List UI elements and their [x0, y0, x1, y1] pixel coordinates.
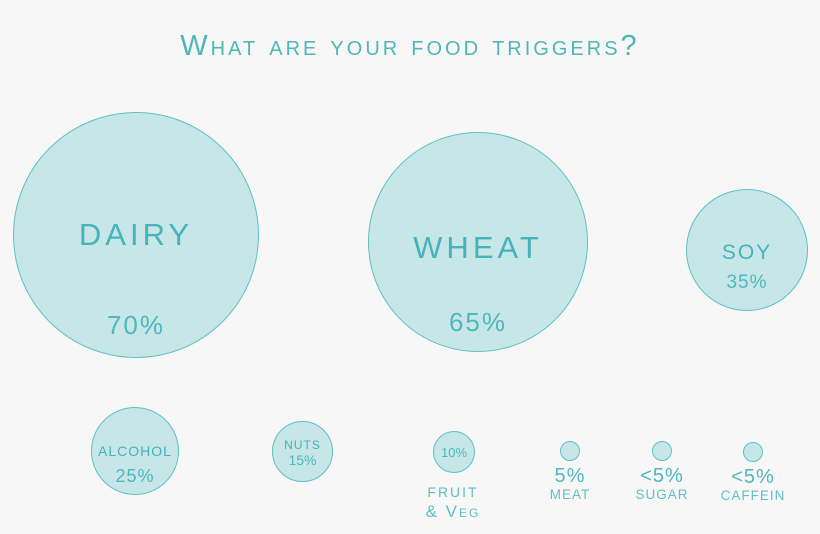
sugar-value: <5%	[640, 465, 684, 487]
dairy-label: DAIRY	[78, 217, 194, 252]
fruit-veg-label: FRUIT & Veg	[393, 483, 513, 521]
bubble-soy: SOY 35%	[686, 189, 808, 311]
fruit-veg-label-line1: FRUIT	[427, 484, 479, 500]
bubble-alcohol: ALCOHOL 25%	[91, 407, 179, 495]
caffein-value: <5%	[731, 466, 775, 488]
bubble-sugar	[652, 441, 672, 461]
wheat-value: 65%	[448, 307, 508, 337]
bubble-meat	[560, 441, 580, 461]
alcohol-label: ALCOHOL	[98, 443, 172, 459]
bubble-nuts: NUTS 15%	[272, 421, 333, 482]
nuts-value: 15%	[288, 452, 317, 468]
bubble-wheat: WHEAT 65%	[368, 132, 588, 352]
chart-title: What are your food triggers?	[180, 30, 640, 62]
fruit-veg-label-line2: & Veg	[425, 502, 481, 521]
fruit-veg-value: 10%	[440, 444, 468, 460]
sugar-label: SUGAR	[635, 487, 689, 502]
soy-value: 35%	[726, 272, 768, 293]
meat-label: MEAT	[549, 487, 591, 502]
bubble-caffein	[743, 442, 763, 462]
alcohol-value: 25%	[115, 466, 155, 486]
soy-label: SOY	[721, 241, 773, 264]
wheat-label: WHEAT	[413, 230, 543, 265]
meat-value: 5%	[554, 465, 586, 487]
bubble-dairy: DAIRY 70%	[13, 112, 259, 358]
nuts-label: NUTS	[284, 438, 321, 452]
caffein-label: CAFFEIN	[720, 488, 786, 503]
dairy-value: 70%	[106, 310, 166, 340]
bubble-fruit-veg: 10%	[433, 431, 475, 473]
